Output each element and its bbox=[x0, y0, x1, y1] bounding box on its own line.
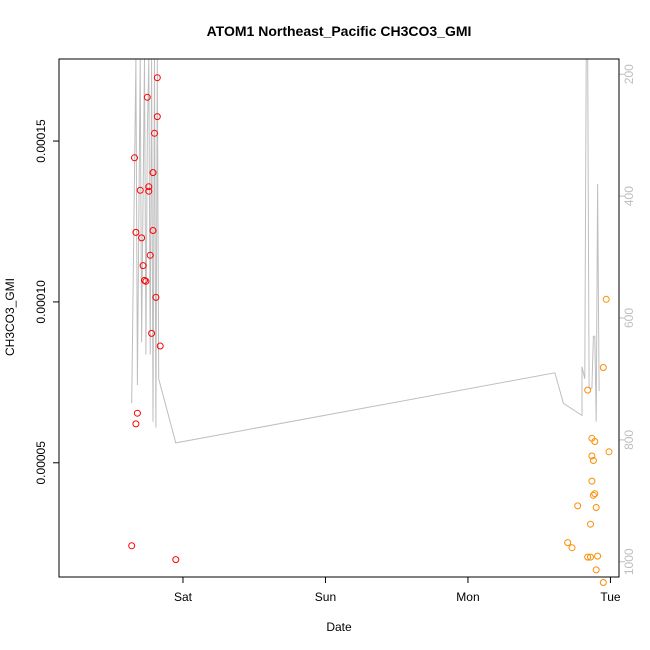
data-point bbox=[128, 542, 136, 550]
profile-line bbox=[131, 59, 600, 444]
y2-tick-label: 1000 bbox=[622, 548, 636, 575]
data-point bbox=[568, 544, 576, 552]
data-point bbox=[138, 234, 146, 242]
x-tick-label: Sat bbox=[174, 590, 193, 604]
data-point bbox=[146, 251, 154, 259]
data-point bbox=[584, 553, 592, 561]
data-point bbox=[589, 491, 597, 499]
data-point bbox=[587, 520, 594, 528]
data-point bbox=[599, 579, 607, 586]
data-point bbox=[153, 113, 161, 121]
plot-frame bbox=[58, 58, 620, 578]
point-layer bbox=[128, 74, 613, 586]
data-point bbox=[153, 74, 161, 82]
x-tick-label: Tue bbox=[600, 590, 621, 604]
y2-tick-label: 400 bbox=[622, 186, 636, 206]
data-point bbox=[136, 186, 144, 194]
data-point bbox=[599, 364, 607, 371]
data-point bbox=[574, 502, 582, 510]
data-point bbox=[132, 420, 140, 428]
x-tick-label: Sun bbox=[315, 590, 336, 604]
data-point bbox=[131, 154, 138, 162]
data-point bbox=[149, 169, 157, 177]
x-axis-label: Date bbox=[326, 620, 352, 634]
data-point bbox=[145, 183, 153, 191]
data-point bbox=[156, 342, 164, 350]
data-point bbox=[594, 552, 602, 560]
data-point bbox=[152, 293, 160, 301]
data-point bbox=[149, 227, 157, 234]
data-point bbox=[143, 93, 151, 101]
data-point bbox=[591, 438, 599, 445]
axis-layer: Sat Sun Mon Tue 0.00005 0.00010 0.00015 200 400 6… bbox=[34, 64, 636, 604]
y2-tick-label: 800 bbox=[622, 430, 636, 450]
data-point bbox=[133, 409, 141, 417]
data-point bbox=[592, 566, 600, 574]
data-point bbox=[602, 295, 610, 303]
data-point bbox=[588, 452, 596, 460]
data-point bbox=[605, 448, 613, 456]
data-point bbox=[592, 504, 600, 511]
y-tick-label: 0.00005 bbox=[34, 441, 48, 485]
data-point bbox=[142, 277, 150, 285]
x-tick-label: Mon bbox=[456, 590, 479, 604]
y2-tick-label: 600 bbox=[622, 308, 636, 328]
profile-line-layer bbox=[131, 59, 600, 444]
data-point bbox=[148, 329, 156, 337]
data-point bbox=[145, 187, 153, 195]
data-point bbox=[564, 539, 572, 547]
y2-tick-label: 200 bbox=[622, 64, 636, 84]
y-tick-label: 0.00010 bbox=[34, 280, 48, 324]
data-point bbox=[141, 276, 148, 284]
data-point bbox=[591, 490, 599, 498]
data-point bbox=[132, 228, 140, 236]
data-point bbox=[151, 129, 158, 137]
data-point bbox=[587, 553, 594, 561]
y-tick-label: 0.00015 bbox=[34, 119, 48, 163]
y-axis-label: CH3CO3_GMI bbox=[3, 278, 17, 356]
data-point bbox=[588, 477, 596, 485]
data-point bbox=[172, 556, 180, 564]
data-point bbox=[139, 262, 147, 270]
chart-title: ATOM1 Northeast_Pacific CH3CO3_GMI bbox=[207, 23, 472, 39]
data-point bbox=[589, 457, 597, 464]
data-point bbox=[584, 386, 592, 394]
